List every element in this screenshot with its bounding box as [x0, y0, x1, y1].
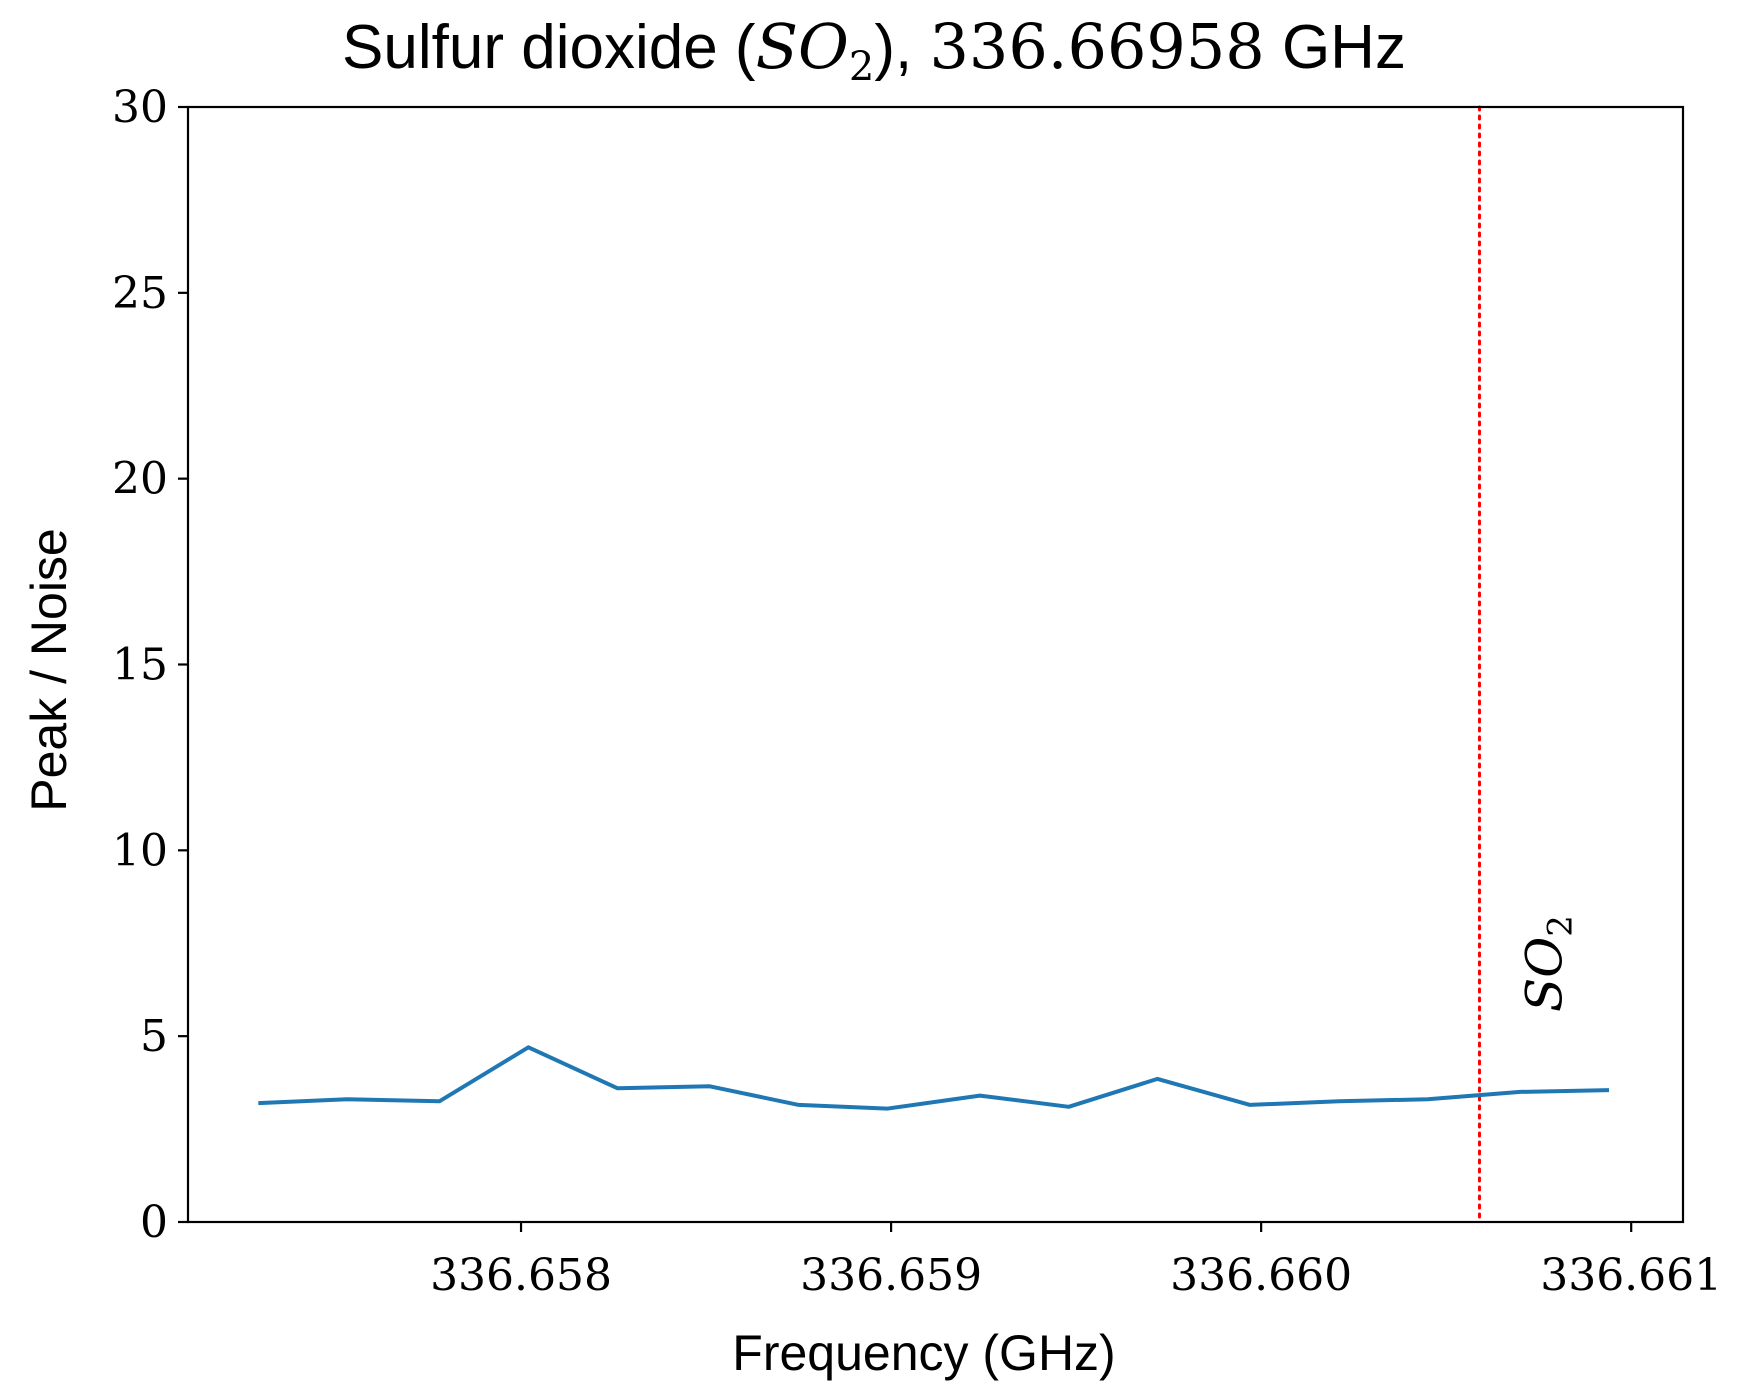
title-prefix: Sulfur dioxide (: [342, 13, 756, 82]
x-tick-label: 336.659: [800, 1250, 982, 1301]
y-axis-ticks: 0 5 10 15 20 25 30: [112, 82, 188, 1248]
title-species: SO: [756, 10, 849, 83]
y-tick-label: 25: [112, 268, 168, 319]
title-suffix: GHz: [1265, 13, 1406, 82]
y-tick-label: 10: [112, 825, 168, 876]
y-tick-label: 20: [112, 454, 168, 505]
title-middle: ),: [874, 13, 929, 82]
x-axis-ticks: 336.658 336.659 336.660 336.661: [430, 1222, 1722, 1301]
annotations: SO2: [1477, 105, 1580, 1224]
y-tick-label: 30: [112, 82, 168, 133]
chart-title: Sulfur dioxide (SO2), 336.66958 GHz: [342, 10, 1406, 90]
x-tick-label: 336.660: [1170, 1250, 1352, 1301]
y-tick-label: 15: [112, 640, 168, 691]
plot-area-frame: [186, 105, 1685, 1224]
reference-line-label: SO2: [1515, 915, 1580, 1012]
x-tick-label: 336.661: [1540, 1250, 1722, 1301]
y-axis-label: Peak / Noise: [21, 528, 77, 811]
title-frequency: 336.66958: [929, 10, 1264, 83]
x-axis-label: Frequency (GHz): [732, 1325, 1115, 1381]
data-series: [258, 1045, 1610, 1111]
y-tick-label: 5: [140, 1011, 168, 1062]
x-tick-label: 336.658: [430, 1250, 612, 1301]
title-species-subscript: 2: [849, 44, 874, 90]
series-line: [258, 1045, 1610, 1111]
y-tick-label: 0: [140, 1197, 168, 1248]
